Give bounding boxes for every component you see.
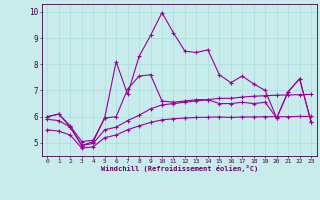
X-axis label: Windchill (Refroidissement éolien,°C): Windchill (Refroidissement éolien,°C) (100, 165, 258, 172)
